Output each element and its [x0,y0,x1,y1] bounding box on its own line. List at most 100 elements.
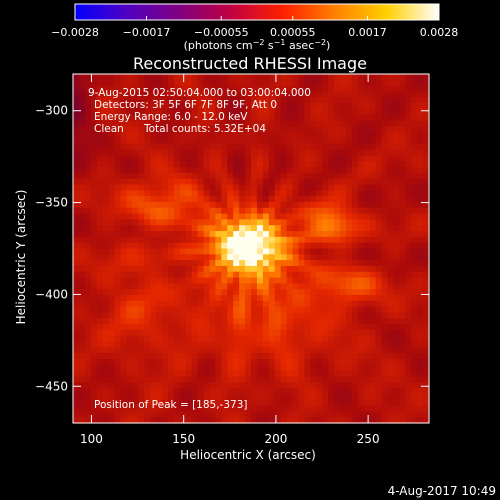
heatmap-cell [381,265,389,273]
heatmap-cell [114,137,122,145]
heatmap-cell [423,254,430,261]
heatmap-cell [363,353,371,360]
heatmap-cell [399,376,406,383]
heatmap-cell [233,271,240,279]
heatmap-cell [173,341,181,348]
heatmap-cell [120,359,127,366]
heatmap-cell [209,399,216,407]
heatmap-cell [126,411,133,418]
heatmap-cell [292,103,300,110]
heatmap-cell [197,236,205,244]
heatmap-cell [286,335,294,343]
heatmap-cell [179,405,187,412]
heatmap-cell [96,306,104,314]
heatmap-cell [345,201,353,209]
heatmap-cell [417,91,424,98]
heatmap-cell [233,405,240,412]
heatmap-cell [292,376,300,383]
heatmap-cell [274,265,282,273]
heatmap-cell [393,248,400,255]
heatmap-cell [245,289,252,296]
heatmap-cell [96,161,104,168]
heatmap-cell [215,79,222,87]
heatmap-cell [316,277,323,284]
heatmap-cell [274,399,282,407]
heatmap-cell [351,91,359,98]
heatmap-cell [411,306,418,314]
heatmap-cell [417,271,424,279]
heatmap-cell [268,225,276,232]
heatmap-cell [156,225,163,232]
heatmap-cell [120,242,127,250]
heatmap-cell [126,120,133,127]
heatmap-cell [334,324,341,331]
heatmap-cell [274,271,282,279]
heatmap-cell [387,207,394,215]
heatmap-cell [197,161,205,168]
heatmap-cell [334,417,341,424]
heatmap-cell [310,382,317,389]
heatmap-cell [357,388,365,395]
heatmap-cell [102,265,110,273]
heatmap-cell [393,300,400,308]
heatmap-cell [203,376,211,383]
heatmap-cell [173,254,181,261]
heatmap-cell [203,161,211,168]
heatmap-cell [138,300,145,308]
heatmap-cell [197,271,205,279]
heatmap-cell [322,219,329,226]
heatmap-cell [173,143,181,151]
heatmap-cell [286,411,294,418]
heatmap-cell [423,271,430,279]
heatmap-cell [363,382,371,389]
heatmap-cell [90,295,98,302]
heatmap-cell [126,167,133,174]
heatmap-cell [144,103,151,110]
heatmap-cell [363,91,371,98]
heatmap-cell [328,411,335,418]
heatmap-cell [310,114,317,122]
heatmap-cell [274,213,282,221]
heatmap-cell [245,388,252,395]
heatmap-cell [126,376,133,383]
heatmap-cell [351,97,359,104]
heatmap-cell [239,201,246,209]
heatmap-cell [203,91,211,98]
heatmap-cell [73,271,80,279]
heatmap-cell [245,347,252,354]
heatmap-cell [245,277,252,284]
heatmap-cell [221,167,228,174]
heatmap-cell [173,335,181,343]
heatmap-cell [417,74,424,81]
heatmap-cell [375,114,383,122]
heatmap-cell [173,347,181,354]
heatmap-cell [156,289,163,296]
heatmap-cell [173,405,181,412]
heatmap-cell [363,260,371,267]
heatmap-cell [375,149,383,157]
heatmap-cell [162,364,169,372]
heatmap-cell [340,376,347,383]
heatmap-cell [150,143,157,151]
colorbar-tick-label: −0.00055 [194,26,249,39]
heatmap-cell [262,79,270,87]
heatmap-cell [417,289,424,296]
heatmap-cell [357,114,365,122]
heatmap-cell [411,190,418,197]
heatmap-cell [126,364,133,372]
heatmap-cell [233,359,240,366]
heatmap-cell [328,248,335,255]
heatmap-cell [191,359,199,366]
heatmap-cell [179,376,187,383]
heatmap-cell [209,231,216,238]
heatmap-cell [322,277,329,284]
heatmap-cell [345,318,353,325]
heatmap-cell [310,364,317,372]
heatmap-cell [132,359,139,366]
heatmap-cell [162,178,169,186]
heatmap-cell [197,405,205,412]
heatmap-cell [328,260,335,267]
heatmap-cell [405,306,412,314]
heatmap-cell [227,161,234,168]
heatmap-cell [156,242,163,250]
